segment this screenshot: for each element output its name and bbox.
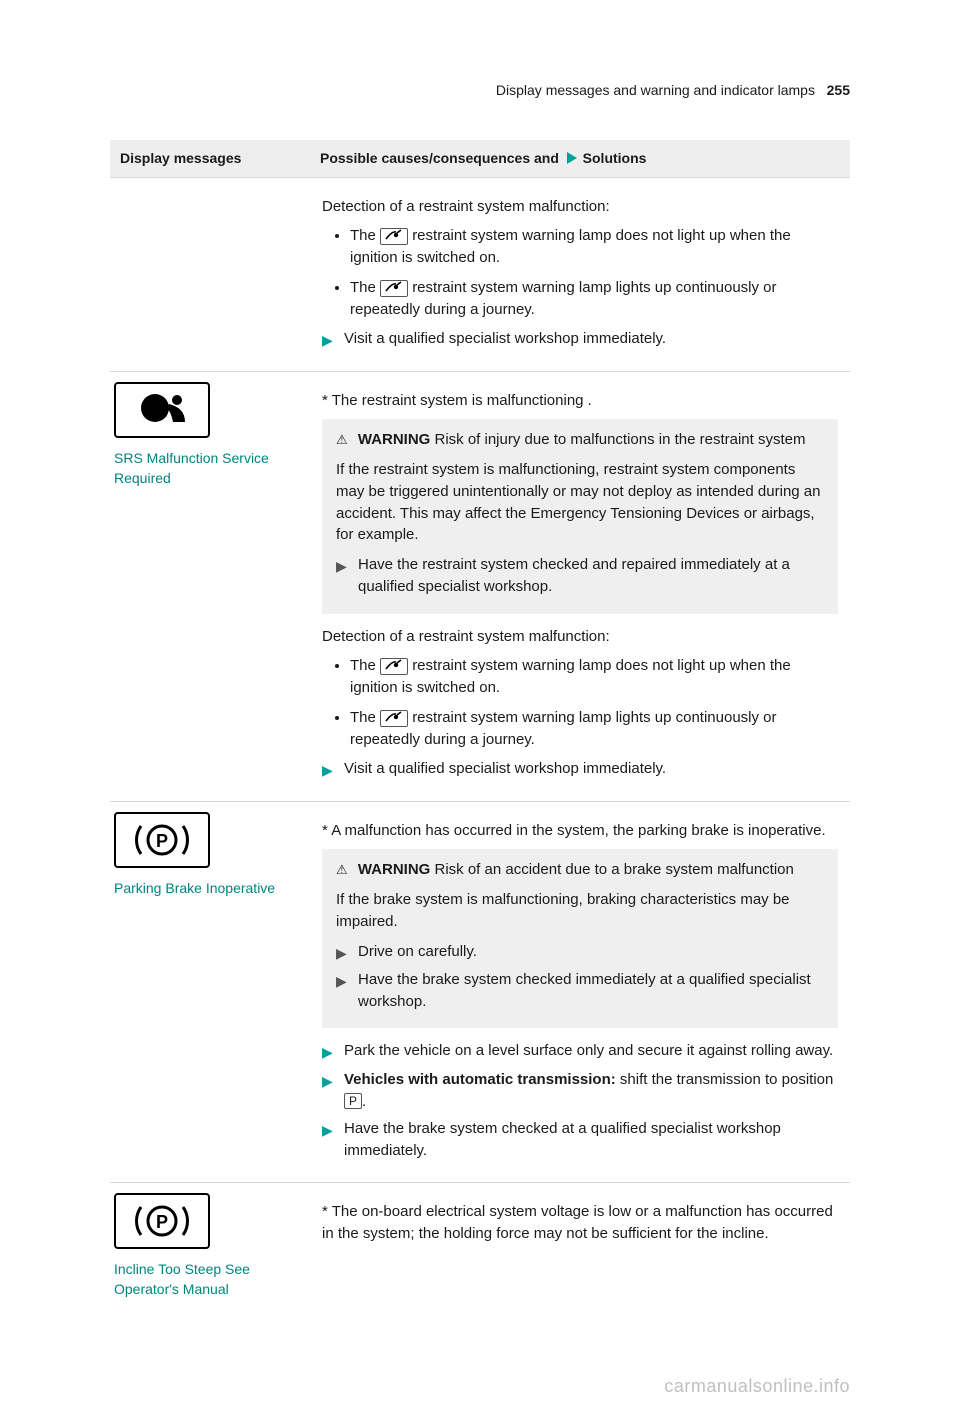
parking-brake-icon: P — [114, 812, 210, 868]
triangle-icon — [567, 152, 577, 164]
message-label: Parking Brake Inoperative — [114, 878, 298, 898]
cell-right: The restraint system is malfunctioning .… — [310, 371, 850, 801]
restraint-lamp-icon — [380, 280, 408, 297]
action-item: ▶ Have the brake system checked at a qua… — [322, 1118, 838, 1162]
intro-text: Detection of a restraint system malfunct… — [322, 196, 838, 218]
warning-box: ⚠ WARNING Risk of injury due to malfunct… — [322, 419, 838, 613]
srs-airbag-icon — [114, 382, 210, 438]
cell-left: P Incline Too Steep See Operator's Manua… — [110, 1182, 310, 1313]
action-item: ▶ Vehicles with automatic transmission: … — [322, 1069, 838, 1113]
warning-triangle-icon: ⚠ — [336, 862, 348, 877]
table-row: P Parking Brake Inoperative A malfunctio… — [110, 801, 850, 1182]
list-item: The restraint system warning lamp lights… — [350, 707, 838, 751]
cell-right: A malfunction has occurred in the system… — [310, 801, 850, 1182]
intro-text: Detection of a restraint system malfunct… — [322, 626, 838, 648]
table-row: Detection of a restraint system malfunct… — [110, 177, 850, 371]
action-marker-icon: ▶ — [336, 969, 358, 991]
action-item: ▶ Drive on carefully. — [336, 941, 824, 963]
action-marker-icon: ▶ — [322, 758, 344, 780]
star-text: The on-board electrical system voltage i… — [322, 1201, 838, 1245]
warning-title: WARNING — [358, 431, 431, 448]
warning-heading: ⚠ WARNING Risk of an accident due to a b… — [336, 859, 824, 881]
warning-body: If the restraint system is malfunctionin… — [336, 459, 824, 546]
col-header-right-a: Possible causes/consequences and — [320, 150, 559, 166]
action-marker-icon: ▶ — [336, 554, 358, 576]
restraint-lamp-icon — [380, 710, 408, 727]
page-number: 255 — [827, 82, 850, 98]
page-content: Display messages and warning and indicat… — [0, 0, 960, 1353]
action-marker-icon: ▶ — [322, 328, 344, 350]
warning-box: ⚠ WARNING Risk of an accident due to a b… — [322, 849, 838, 1028]
star-text: A malfunction has occurred in the system… — [322, 820, 838, 842]
list-item: The restraint system warning lamp does n… — [350, 655, 838, 699]
cell-left: SRS Malfunction Service Required — [110, 371, 310, 801]
parking-brake-icon: P — [114, 1193, 210, 1249]
restraint-lamp-icon — [380, 228, 408, 245]
action-item: ▶ Have the brake system checked immediat… — [336, 969, 824, 1013]
cell-right: The on-board electrical system voltage i… — [310, 1182, 850, 1313]
cell-left — [110, 177, 310, 371]
warning-body: If the brake system is malfunctioning, b… — [336, 889, 824, 933]
list-item: The restraint system warning lamp lights… — [350, 277, 838, 321]
table-row: P Incline Too Steep See Operator's Manua… — [110, 1182, 850, 1313]
action-marker-icon: ▶ — [336, 941, 358, 963]
action-item: ▶ Have the restraint system checked and … — [336, 554, 824, 598]
star-text: The restraint system is malfunctioning . — [322, 390, 838, 412]
bold-prefix: Vehicles with automatic transmission: — [344, 1071, 616, 1088]
cell-right: Detection of a restraint system malfunct… — [310, 177, 850, 371]
watermark: carmanualsonline.info — [0, 1353, 960, 1419]
action-item: ▶ Visit a qualified specialist workshop … — [322, 758, 838, 780]
action-marker-icon: ▶ — [322, 1118, 344, 1140]
action-marker-icon: ▶ — [322, 1069, 344, 1091]
restraint-lamp-icon — [380, 658, 408, 675]
table-row: SRS Malfunction Service Required The res… — [110, 371, 850, 801]
svg-text:P: P — [156, 831, 168, 851]
action-item: ▶ Visit a qualified specialist workshop … — [322, 328, 838, 350]
svg-text:P: P — [156, 1212, 168, 1232]
action-marker-icon: ▶ — [322, 1040, 344, 1062]
section-title: Display messages and warning and indicat… — [496, 82, 815, 98]
warning-triangle-icon: ⚠ — [336, 432, 348, 447]
warning-title: WARNING — [358, 861, 431, 878]
gear-p-icon: P — [344, 1093, 362, 1109]
cell-left: P Parking Brake Inoperative — [110, 801, 310, 1182]
running-header: Display messages and warning and indicat… — [110, 80, 850, 100]
action-item: ▶ Park the vehicle on a level surface on… — [322, 1040, 838, 1062]
warning-subtitle: Risk of injury due to malfunctions in th… — [435, 431, 806, 448]
bullet-list: The restraint system warning lamp does n… — [322, 655, 838, 750]
col-header-left: Display messages — [110, 140, 310, 177]
bullet-list: The restraint system warning lamp does n… — [322, 225, 838, 320]
message-label: Incline Too Steep See Operator's Manual — [114, 1259, 298, 1300]
warning-heading: ⚠ WARNING Risk of injury due to malfunct… — [336, 429, 824, 451]
message-label: SRS Malfunction Service Required — [114, 448, 298, 489]
messages-table: Display messages Possible causes/consequ… — [110, 140, 850, 1313]
warning-subtitle: Risk of an accident due to a brake syste… — [435, 861, 794, 878]
col-header-right-b: Solutions — [583, 150, 647, 166]
list-item: The restraint system warning lamp does n… — [350, 225, 838, 269]
col-header-right: Possible causes/consequences and Solutio… — [310, 140, 850, 177]
